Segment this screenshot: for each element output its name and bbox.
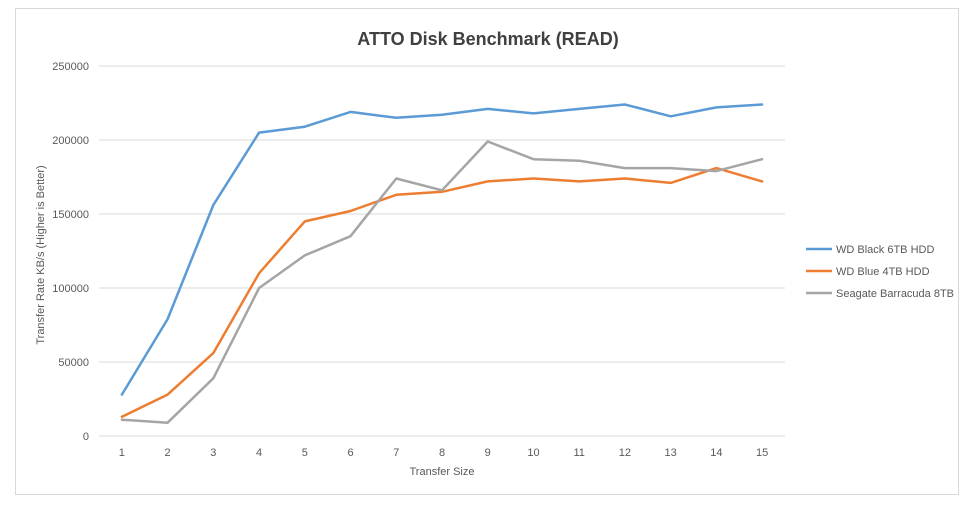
x-tick-label: 12 [619,447,631,459]
y-tick-label: 250000 [52,61,89,73]
chart: ATTO Disk Benchmark (READ) 0 50000 100000 1… [35,29,954,478]
y-tick-label: 0 [83,431,89,443]
x-tick-label: 5 [302,447,308,459]
x-tick-label: 1 [119,447,125,459]
series-lines [120,103,764,424]
x-tick-label: 2 [165,447,171,459]
y-tick-label: 50000 [58,357,89,369]
x-tick-label: 15 [756,447,768,459]
y-tick-label: 100000 [52,283,89,295]
series-line-wd-black-6tb-hdd [120,103,764,396]
x-tick-label: 14 [710,447,722,459]
x-tick-label: 9 [485,447,491,459]
x-axis-title: Transfer Size [409,466,474,478]
y-tick-label: 150000 [52,209,89,221]
y-axis-ticks: 0 50000 100000 150000 200000 250000 [52,61,89,443]
x-tick-label: 10 [527,447,539,459]
x-tick-label: 7 [393,447,399,459]
chart-frame: ATTO Disk Benchmark (READ) 0 50000 100000 1… [15,8,959,495]
legend-label-seagate-barracuda-8tb: Seagate Barracuda 8TB [836,288,954,300]
legend: WD Black 6TB HDD WD Blue 4TB HDD Seagate B… [806,244,954,300]
y-tick-label: 200000 [52,135,89,147]
x-tick-label: 6 [347,447,353,459]
x-axis-ticks: 1 2 3 4 5 6 7 8 9 10 11 12 13 14 15 [119,447,768,459]
x-tick-label: 11 [573,447,584,459]
legend-label-wd-blue-4tb-hdd: WD Blue 4TB HDD [836,266,930,278]
y-axis-title: Transfer Rate KB/s (Higher is Better) [35,165,47,344]
x-tick-label: 3 [210,447,216,459]
series-line-seagate-barracuda-8tb [120,140,764,424]
x-tick-label: 4 [256,447,262,459]
x-tick-label: 8 [439,447,445,459]
chart-title: ATTO Disk Benchmark (READ) [357,29,618,49]
gridlines [99,65,785,437]
x-tick-label: 13 [665,447,677,459]
legend-label-wd-black-6tb-hdd: WD Black 6TB HDD [836,244,934,256]
series-line-wd-blue-4tb-hdd [120,166,764,419]
